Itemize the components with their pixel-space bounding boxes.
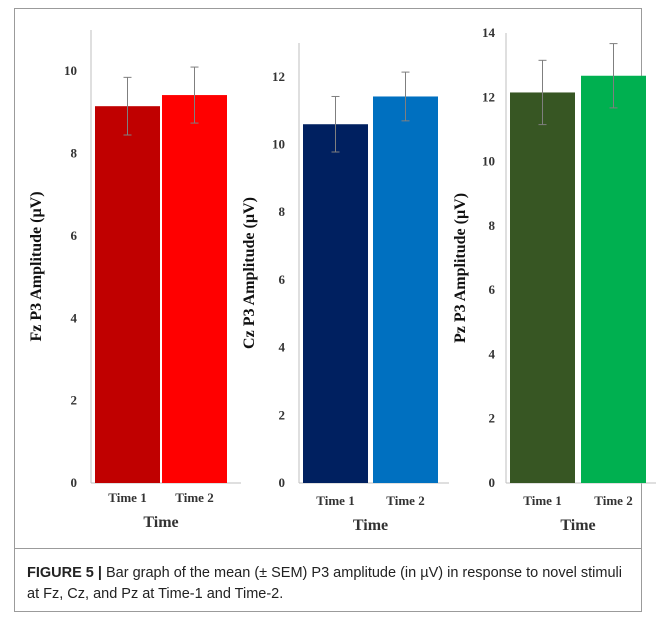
- chart-2-x-axis-title: Time: [353, 517, 388, 534]
- chart-3-bar-1: [510, 92, 575, 483]
- chart-2-ytick-label: 6: [279, 272, 286, 287]
- chart-2-ytick-label: 10: [272, 137, 285, 152]
- chart-1-ytick-label: 6: [71, 228, 78, 243]
- chart-3-y-axis-title: Pz P3 Amplitude (µV): [452, 193, 469, 343]
- chart-3-x-axis-title: Time: [560, 517, 595, 534]
- chart-2-category-label-1: Time 1: [316, 493, 354, 508]
- figure-caption: FIGURE 5 | Bar graph of the mean (± SEM)…: [27, 563, 627, 605]
- chart-1-category-label-2: Time 2: [175, 490, 213, 505]
- chart-1-ytick-label: 4: [71, 310, 78, 325]
- chart-3-ytick-label: 4: [489, 346, 496, 361]
- chart-2-category-label-2: Time 2: [386, 493, 424, 508]
- chart-2-ytick-label: 2: [279, 407, 286, 422]
- caption-text: Bar graph of the mean (± SEM) P3 amplitu…: [27, 565, 622, 602]
- chart-1-y-axis-title: Fz P3 Amplitude (µV): [28, 191, 45, 341]
- chart-3-ytick-label: 2: [489, 411, 496, 426]
- chart-3-ytick-label: 8: [489, 218, 496, 233]
- chart-3-ytick-label: 10: [482, 154, 495, 169]
- chart-3-category-label-2: Time 2: [594, 493, 632, 508]
- chart-3-ytick-label: 14: [482, 25, 496, 40]
- chart-3-ytick-label: 12: [482, 89, 495, 104]
- chart-1-x-axis-title: Time: [143, 514, 178, 531]
- chart-2-ytick-label: 0: [279, 475, 286, 490]
- caption-label: FIGURE 5: [27, 565, 94, 581]
- chart-2-ytick-label: 8: [279, 204, 286, 219]
- chart-1-ytick-label: 0: [71, 475, 78, 490]
- chart-1-ytick-label: 2: [71, 393, 78, 408]
- chart-2-bar-1: [303, 124, 368, 483]
- chart-3-bar-2: [581, 75, 646, 483]
- chart-2-ytick-label: 12: [272, 69, 285, 84]
- chart-2-ytick-label: 4: [279, 340, 286, 355]
- chart-3-ytick-label: 0: [489, 475, 496, 490]
- chart-2-bar-2: [373, 96, 438, 483]
- caption-divider: [14, 548, 642, 549]
- chart-1-ytick-label: 10: [64, 63, 77, 78]
- chart-1-bar-1: [95, 106, 160, 483]
- chart-1-ytick-label: 8: [71, 146, 78, 161]
- chart-1-category-label-1: Time 1: [108, 490, 146, 505]
- chart-2-y-axis-title: Cz P3 Amplitude (µV): [241, 197, 258, 349]
- caption-separator: |: [93, 565, 106, 581]
- chart-3-category-label-1: Time 1: [523, 493, 561, 508]
- figure-charts: 0 2 4 6 8 10 Time 1 Time 2 Time Fz P3 Amplitude (…: [28, 25, 656, 534]
- chart-1-bar-2: [162, 95, 227, 484]
- chart-3-ytick-label: 6: [489, 282, 496, 297]
